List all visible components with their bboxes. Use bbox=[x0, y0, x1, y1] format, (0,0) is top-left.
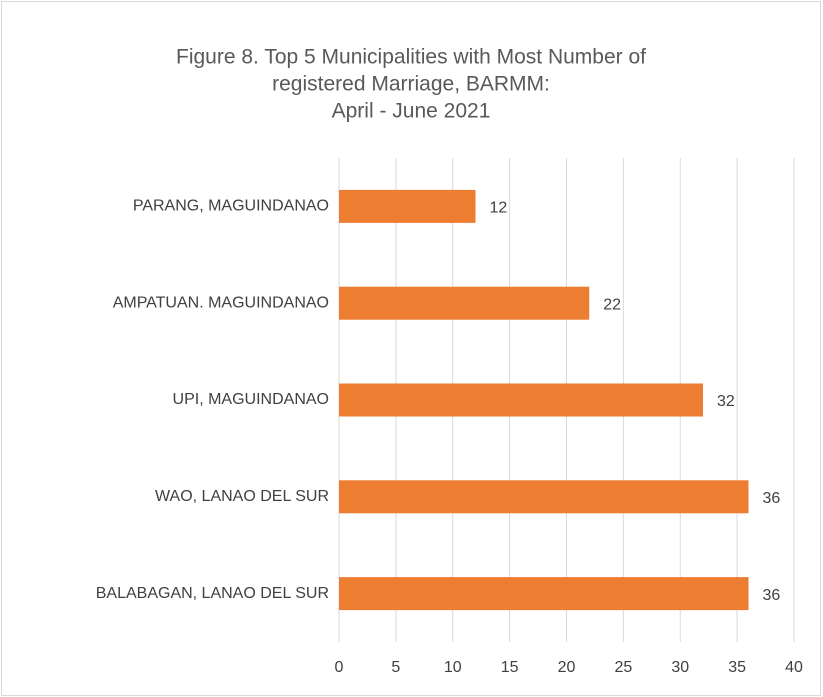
y-tick-label: WAO, LANAO DEL SUR bbox=[155, 488, 329, 505]
bar bbox=[339, 383, 703, 417]
chart-title: registered Marriage, BARMM: bbox=[272, 73, 550, 96]
data-label: 36 bbox=[763, 587, 781, 604]
chart-title: April - June 2021 bbox=[332, 100, 491, 123]
bar bbox=[339, 577, 749, 611]
x-tick-label: 0 bbox=[335, 659, 344, 676]
bar bbox=[339, 189, 476, 223]
x-tick-label: 30 bbox=[671, 659, 689, 676]
y-tick-label: BALABAGAN, LANAO DEL SUR bbox=[96, 585, 329, 602]
x-tick-label: 10 bbox=[444, 659, 462, 676]
data-label: 12 bbox=[490, 200, 508, 217]
data-label: 36 bbox=[763, 490, 781, 507]
y-tick-label: PARANG, MAGUINDANAO bbox=[133, 198, 329, 215]
chart-title: Figure 8. Top 5 Municipalities with Most… bbox=[176, 46, 646, 69]
x-tick-label: 20 bbox=[558, 659, 576, 676]
data-label: 22 bbox=[603, 296, 621, 313]
y-tick-label: AMPATUAN. MAGUINDANAO bbox=[113, 294, 329, 311]
x-tick-label: 25 bbox=[614, 659, 632, 676]
x-tick-label: 35 bbox=[728, 659, 746, 676]
bar bbox=[339, 286, 590, 320]
data-label: 32 bbox=[717, 393, 735, 410]
y-tick-label: UPI, MAGUINDANAO bbox=[173, 391, 329, 408]
x-tick-label: 15 bbox=[501, 659, 519, 676]
x-tick-label: 40 bbox=[785, 659, 803, 676]
bar bbox=[339, 480, 749, 514]
x-tick-label: 5 bbox=[391, 659, 400, 676]
